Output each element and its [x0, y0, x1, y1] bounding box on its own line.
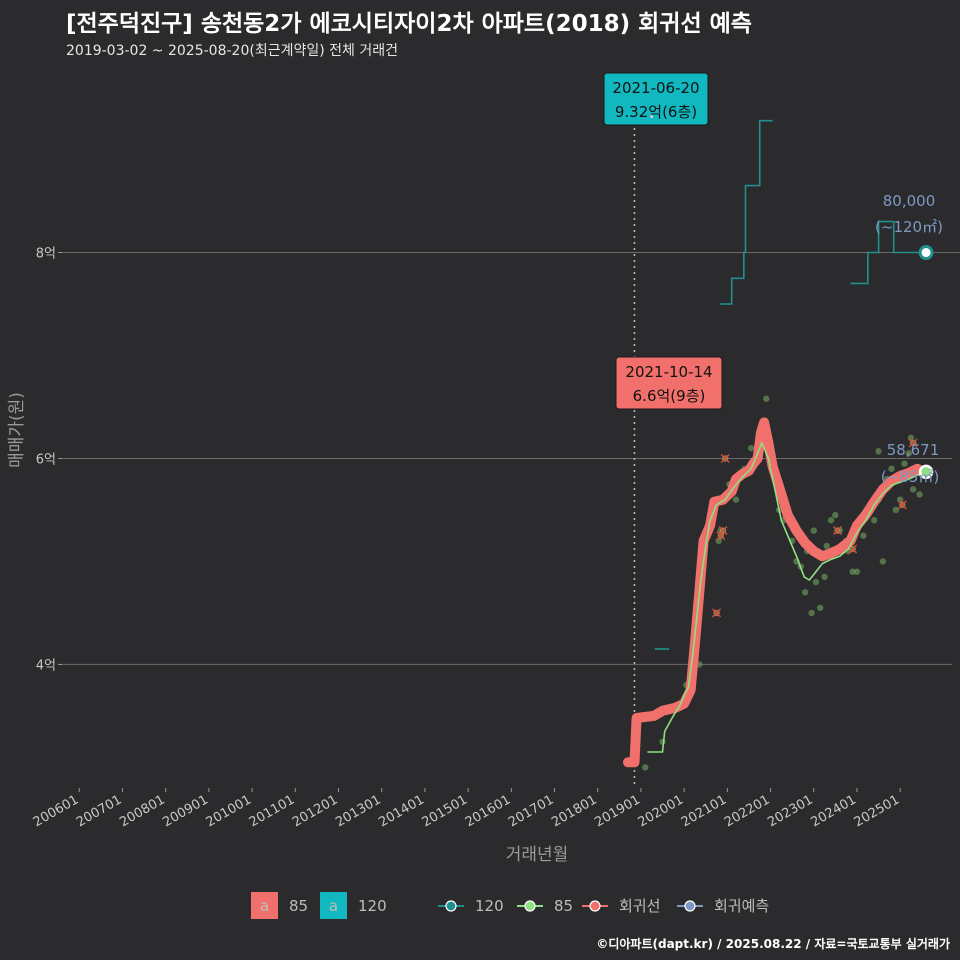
- scatter-point: [901, 460, 908, 467]
- legend-label-120: 120: [358, 897, 387, 915]
- scatter-point: [817, 604, 824, 611]
- x-tick-label: 202101: [679, 792, 729, 830]
- y-tick-label: 8억: [36, 247, 56, 262]
- cross-mark: [720, 453, 730, 463]
- legend-line-85-marker: [524, 900, 536, 912]
- x-tick-label: 201801: [549, 792, 599, 830]
- x-tick-label: 201701: [506, 792, 556, 830]
- moving-line-120: [719, 119, 773, 305]
- x-tick-label: 201101: [247, 792, 297, 830]
- scatter-point: [808, 609, 815, 617]
- credit-text: ©디아파트(dapt.kr) / 2025.08.22 / 자료=국토교통부 실…: [596, 937, 950, 951]
- cross-mark: [718, 526, 728, 536]
- moving-line-120: [850, 220, 922, 285]
- legend-swatch-85-key: a: [260, 897, 269, 915]
- end-label-85-area: (~85㎡): [881, 468, 939, 486]
- x-axis-title: 거래년월: [506, 845, 569, 865]
- scatter-point: [875, 448, 882, 455]
- scatter-point: [821, 573, 828, 581]
- legend-line-120-label: 120: [475, 897, 504, 915]
- scatter-point: [812, 578, 820, 586]
- x-tick-label: 201901: [592, 792, 642, 830]
- x-tick-label: 200601: [31, 792, 81, 830]
- legend-line-prediction-label: 회귀예측: [714, 897, 769, 915]
- regression-line-85: [623, 417, 927, 768]
- chart-subtitle: 2019-03-02 ~ 2025-08-20(최근계약일) 전체 거래건: [66, 43, 398, 59]
- end-label-85-value: 58,671: [887, 441, 940, 459]
- annotation-box-120: [603, 72, 709, 126]
- annotation-85-date: 2021-10-14: [625, 363, 712, 381]
- x-tick-label: 201401: [376, 792, 426, 830]
- legend-swatch-120: [320, 892, 347, 919]
- scatter-point: [642, 764, 649, 771]
- annotation-box-85: [615, 356, 723, 410]
- scatter-point: [763, 395, 770, 402]
- cross-mark: [897, 500, 907, 510]
- legend-line-85-label: 85: [554, 897, 573, 915]
- legend-line-regression-marker: [589, 900, 601, 912]
- scatter-point: [860, 532, 867, 539]
- scatter-point: [747, 444, 755, 452]
- moving-line-85: [647, 440, 923, 753]
- scatter-point: [892, 506, 900, 514]
- x-tick-label: 202501: [852, 792, 902, 830]
- y-axis-title: 매매가(원): [7, 392, 27, 468]
- annotation-85-value: 6.6억(9층): [633, 387, 706, 405]
- annotation-120-value: 9.32억(6층): [615, 103, 697, 121]
- legend-swatch-85: [251, 892, 278, 919]
- x-tick-label: 200801: [117, 792, 167, 830]
- scatter-point: [905, 450, 912, 457]
- scatter-point: [909, 486, 917, 493]
- x-tick-label: 201601: [463, 792, 513, 830]
- cross-mark: [832, 526, 843, 536]
- x-tick-label: 201001: [204, 792, 254, 830]
- x-tick-label: 202201: [722, 792, 772, 830]
- x-tick-label: 201201: [290, 792, 340, 830]
- end-label-120-area: (~120㎡): [875, 218, 943, 236]
- scatter-point: [732, 496, 740, 503]
- y-tick-label: 4억: [36, 658, 56, 673]
- scatter-point: [879, 558, 887, 565]
- legend-line-120-marker: [445, 900, 457, 912]
- y-tick-label: 6억: [36, 452, 56, 467]
- legend-line-regression-label: 회귀선: [619, 897, 660, 915]
- end-label-120-value: 80,000: [883, 192, 936, 210]
- scatter-point: [810, 527, 817, 534]
- x-tick-label: 202001: [636, 792, 686, 830]
- x-tick-label: 200701: [74, 792, 124, 830]
- cross-mark: [712, 608, 722, 618]
- legend-swatch-120-key: a: [329, 897, 338, 915]
- scatter-point: [823, 542, 830, 550]
- x-tick-label: 202301: [765, 792, 815, 830]
- x-tick-label: 200901: [160, 792, 210, 830]
- scatter-point: [659, 738, 666, 745]
- end-point-85: [918, 464, 934, 480]
- scatter-point: [801, 589, 809, 596]
- x-tick-label: 202401: [808, 792, 858, 830]
- annotation-120-date: 2021-06-20: [612, 79, 699, 97]
- scatter-point: [871, 517, 878, 524]
- cross-mark: [908, 438, 918, 448]
- chart-title: [전주덕진구] 송천동2가 에코시티자이2차 아파트(2018) 회귀선 예측: [66, 11, 752, 37]
- scatter-point: [832, 511, 839, 519]
- scatter-point: [827, 517, 835, 524]
- x-tick-label: 201501: [420, 792, 470, 830]
- scatter-point: [916, 491, 923, 498]
- x-tick-label: 201301: [333, 792, 383, 830]
- scatter-point: [853, 568, 861, 575]
- legend-line-prediction-marker: [684, 900, 696, 912]
- scatter-point: [888, 465, 895, 472]
- annotation-120-point: [650, 115, 654, 119]
- end-point-120: [918, 245, 934, 261]
- legend-label-85: 85: [289, 897, 308, 915]
